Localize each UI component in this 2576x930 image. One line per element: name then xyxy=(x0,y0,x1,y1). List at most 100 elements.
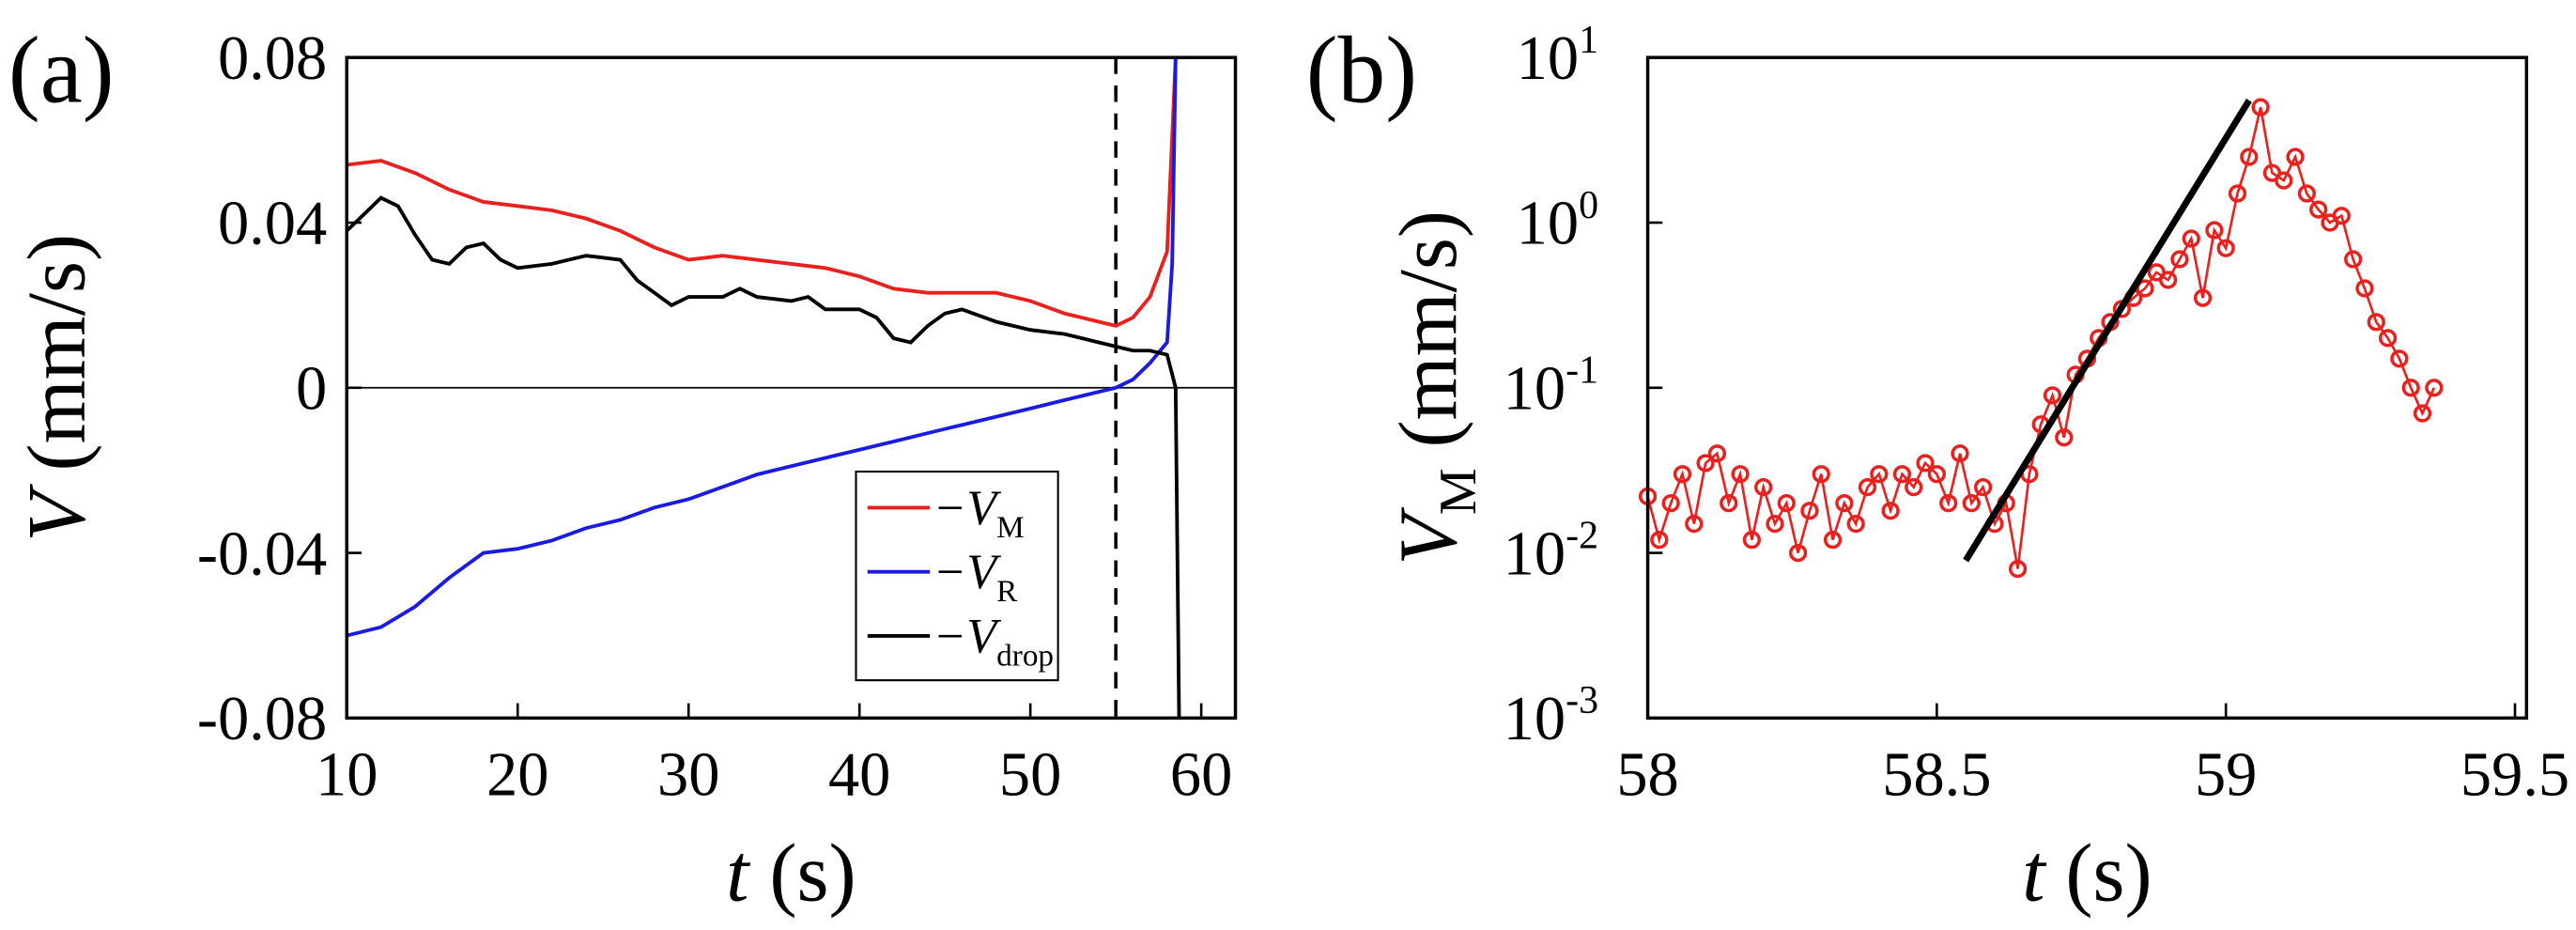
data-point xyxy=(1916,454,1935,473)
x-label-var: t xyxy=(2022,828,2047,919)
data-point xyxy=(1812,465,1830,484)
data-point xyxy=(1846,515,1865,534)
y-label-sub: M xyxy=(1429,468,1488,515)
y-label-unit: (mm/s) xyxy=(10,234,101,491)
data-point xyxy=(1962,494,1981,513)
data-point xyxy=(1661,494,1680,513)
y-tick-exponent: -2 xyxy=(1566,514,1598,557)
y-tick-exponent: 0 xyxy=(1579,184,1598,227)
series-line xyxy=(345,195,1181,719)
series-line xyxy=(346,57,1178,638)
data-point xyxy=(2378,329,2398,348)
panel-label: (b) xyxy=(1306,17,1417,122)
y-tick-label: 10-2 xyxy=(1504,514,1598,588)
data-point xyxy=(1707,444,1727,463)
data-point xyxy=(1858,478,1877,497)
data-point xyxy=(2228,184,2247,203)
data-point xyxy=(1766,515,1784,534)
data-point xyxy=(2309,200,2328,219)
data-point xyxy=(2332,207,2351,225)
legend-label: −Vdrop xyxy=(933,609,1054,673)
y-tick-label: 10-3 xyxy=(1504,679,1598,753)
data-point xyxy=(2425,379,2444,397)
legend-name: −V xyxy=(933,545,1002,599)
legend-sub: M xyxy=(996,510,1025,545)
data-point xyxy=(2136,279,2154,298)
y-tick-label: 0.04 xyxy=(218,190,327,258)
legend-sub: R xyxy=(996,574,1018,609)
x-tick-label: 58.5 xyxy=(1882,741,1991,810)
data-point xyxy=(2216,239,2235,257)
data-point xyxy=(1650,531,1669,550)
data-point xyxy=(2413,404,2432,423)
x-axis-label: t (s) xyxy=(726,828,856,919)
y-tick-label: -0.04 xyxy=(197,519,327,588)
data-point xyxy=(1892,465,1912,484)
x-label-var: t xyxy=(726,828,751,919)
y-axis-label: V (mm/s) xyxy=(10,234,101,542)
data-point xyxy=(2275,171,2293,190)
legend-name: −V xyxy=(933,609,1002,663)
data-point xyxy=(1685,515,1704,534)
x-tick-label: 30 xyxy=(657,741,719,810)
y-tick-exponent: -1 xyxy=(1566,349,1598,393)
data-point xyxy=(1777,494,1796,513)
data-point xyxy=(2401,379,2420,397)
data-point xyxy=(2297,184,2317,203)
data-point xyxy=(1905,478,1923,497)
data-point xyxy=(2251,98,2270,116)
x-tick-label: 60 xyxy=(1170,741,1232,810)
y-axis-label: VM (mm/s) xyxy=(1382,210,1488,566)
panel-label: (a) xyxy=(8,17,115,122)
data-point xyxy=(2240,147,2259,166)
plot-frame xyxy=(1645,55,2529,721)
x-tick-label: 40 xyxy=(828,741,890,810)
data-point xyxy=(1823,531,1843,550)
data-point xyxy=(2344,250,2363,269)
fit-line xyxy=(1963,99,2252,563)
data-point xyxy=(1835,494,1854,513)
data-point xyxy=(1731,465,1750,484)
data-point xyxy=(2043,386,2062,405)
data-point xyxy=(2159,271,2178,289)
data-point xyxy=(1720,494,1738,513)
data-point xyxy=(1951,444,1969,463)
x-label-unit: (s) xyxy=(2045,828,2152,919)
data-point xyxy=(1927,465,1946,484)
y-tick-label: 10-1 xyxy=(1504,349,1598,424)
data-point xyxy=(2182,229,2200,248)
x-axis-label: t (s) xyxy=(2022,828,2152,919)
data-point xyxy=(2355,279,2374,298)
data-point xyxy=(1754,478,1773,497)
y-tick-label: -0.08 xyxy=(197,685,327,753)
legend-label: −VR xyxy=(933,545,1018,609)
data-point xyxy=(1939,494,1958,513)
legend-sub: drop xyxy=(996,638,1054,673)
data-point xyxy=(2170,250,2189,269)
data-point xyxy=(1673,465,1692,484)
y-label-var: V xyxy=(10,484,101,542)
data-point xyxy=(2367,313,2385,332)
data-point xyxy=(2205,221,2224,240)
data-point xyxy=(2055,428,2074,447)
y-label-var: V xyxy=(1382,507,1473,566)
data-point xyxy=(1974,478,1993,497)
data-point xyxy=(1789,543,1808,563)
x-tick-label: 50 xyxy=(999,741,1061,810)
y-tick-exponent: -3 xyxy=(1566,679,1598,722)
x-label-unit: (s) xyxy=(748,828,856,919)
y-label-unit: (mm/s) xyxy=(1382,210,1473,468)
plot-frame xyxy=(345,55,1238,721)
series-line xyxy=(347,57,1178,328)
data-point xyxy=(2193,288,2213,307)
data-point xyxy=(1696,454,1715,473)
x-tick-label: 58 xyxy=(1616,741,1678,810)
y-tick-label: 100 xyxy=(1517,184,1598,258)
legend-label: −VM xyxy=(933,481,1025,545)
x-tick-label: 10 xyxy=(316,741,378,810)
y-tick-label: 0.08 xyxy=(218,24,327,93)
data-point xyxy=(1870,465,1889,484)
data-point xyxy=(1742,531,1761,550)
data-point xyxy=(1881,502,1900,520)
